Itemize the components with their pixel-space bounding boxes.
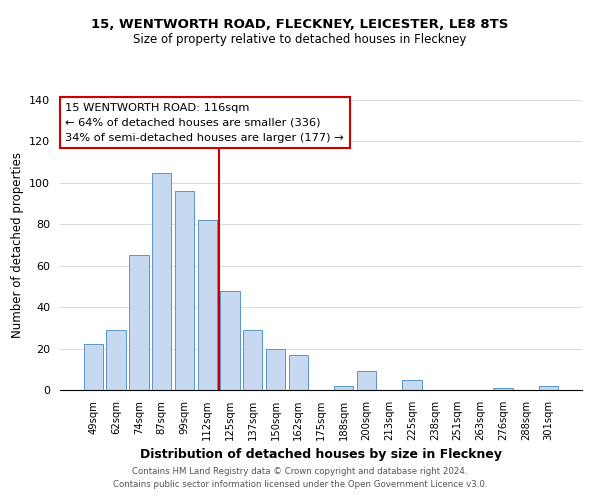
- Y-axis label: Number of detached properties: Number of detached properties: [11, 152, 23, 338]
- Bar: [334, 386, 353, 390]
- Text: 15, WENTWORTH ROAD, FLECKNEY, LEICESTER, LE8 8TS: 15, WENTWORTH ROAD, FLECKNEY, LEICESTER,…: [91, 18, 509, 30]
- Text: 15 WENTWORTH ROAD: 116sqm
← 64% of detached houses are smaller (336)
34% of semi: 15 WENTWORTH ROAD: 116sqm ← 64% of detac…: [65, 103, 344, 142]
- Bar: [266, 348, 285, 390]
- Bar: [106, 330, 126, 390]
- Bar: [84, 344, 103, 390]
- Bar: [197, 220, 217, 390]
- Bar: [539, 386, 558, 390]
- Text: Size of property relative to detached houses in Fleckney: Size of property relative to detached ho…: [133, 32, 467, 46]
- Bar: [129, 256, 149, 390]
- Text: Contains public sector information licensed under the Open Government Licence v3: Contains public sector information licen…: [113, 480, 487, 489]
- Bar: [243, 330, 262, 390]
- Bar: [357, 372, 376, 390]
- Bar: [289, 355, 308, 390]
- Bar: [493, 388, 513, 390]
- X-axis label: Distribution of detached houses by size in Fleckney: Distribution of detached houses by size …: [140, 448, 502, 462]
- Bar: [220, 290, 239, 390]
- Bar: [403, 380, 422, 390]
- Text: Contains HM Land Registry data © Crown copyright and database right 2024.: Contains HM Land Registry data © Crown c…: [132, 467, 468, 476]
- Bar: [175, 191, 194, 390]
- Bar: [152, 172, 172, 390]
